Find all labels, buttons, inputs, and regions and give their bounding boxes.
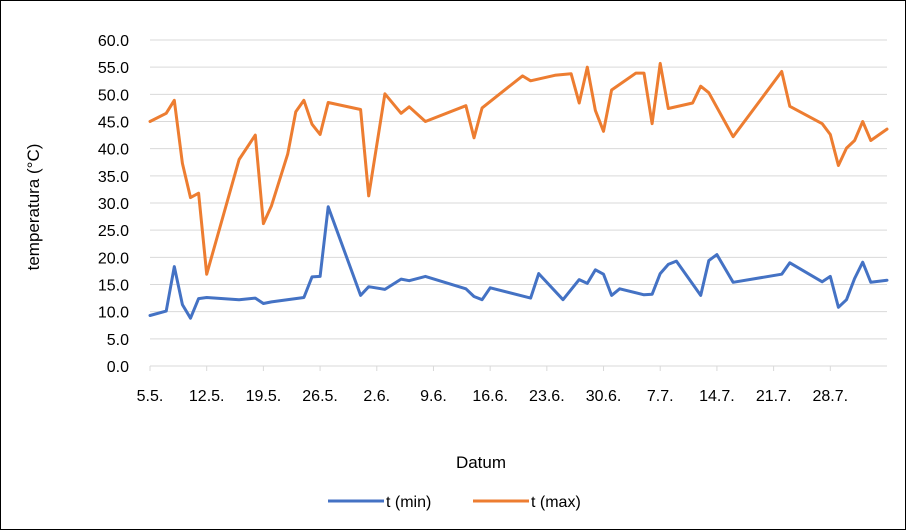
x-tick-label: 19.5. xyxy=(246,388,282,405)
x-tick-label: 12.5. xyxy=(189,388,225,405)
x-tick-label: 30.6. xyxy=(586,388,622,405)
y-tick-label: 30.0 xyxy=(98,196,129,213)
y-tick-label: 10.0 xyxy=(98,305,129,322)
y-tick-label: 45.0 xyxy=(98,115,129,132)
y-axis-label: temperatura (°C) xyxy=(24,144,43,271)
x-tick-label: 14.7. xyxy=(699,388,735,405)
x-tick-label: 5.5. xyxy=(137,388,164,405)
x-tick-label: 7.7. xyxy=(647,388,674,405)
y-axis-tick-labels: 0.0 5.0 10.0 15.0 20.0 25.0 30.0 35.0 40.0 45.0 50… xyxy=(98,33,129,376)
y-tick-label: 20.0 xyxy=(98,250,129,267)
legend: t (min) t (max) xyxy=(328,494,581,511)
y-tick-label: 50.0 xyxy=(98,87,129,104)
y-tick-label: 5.0 xyxy=(107,332,129,349)
x-tick-label: 16.6. xyxy=(472,388,508,405)
y-tick-label: 35.0 xyxy=(98,169,129,186)
legend-label: t (min) xyxy=(386,494,431,511)
x-tick-label: 23.6. xyxy=(529,388,565,405)
x-tick-label: 9.6. xyxy=(420,388,447,405)
y-tick-label: 25.0 xyxy=(98,223,129,240)
y-tick-label: 55.0 xyxy=(98,60,129,77)
x-tick-label: 28.7. xyxy=(813,388,849,405)
y-tick-label: 60.0 xyxy=(98,33,129,50)
y-tick-label: 15.0 xyxy=(98,278,129,295)
x-tick-label: 2.6. xyxy=(363,388,390,405)
y-tick-label: 40.0 xyxy=(98,142,129,159)
legend-label: t (max) xyxy=(531,494,581,511)
x-tick-label: 21.7. xyxy=(756,388,792,405)
series-line xyxy=(148,205,889,320)
x-tick-label: 26.5. xyxy=(302,388,338,405)
x-axis-tick-labels: 5.5. 12.5. 19.5. 26.5. 2.6. 9.6. 16.6. 23.6. 30.… xyxy=(137,366,848,405)
series-line xyxy=(148,61,889,276)
x-axis-label: Datum xyxy=(456,453,506,472)
y-tick-label: 0.0 xyxy=(107,359,129,376)
series-lines xyxy=(148,61,889,320)
